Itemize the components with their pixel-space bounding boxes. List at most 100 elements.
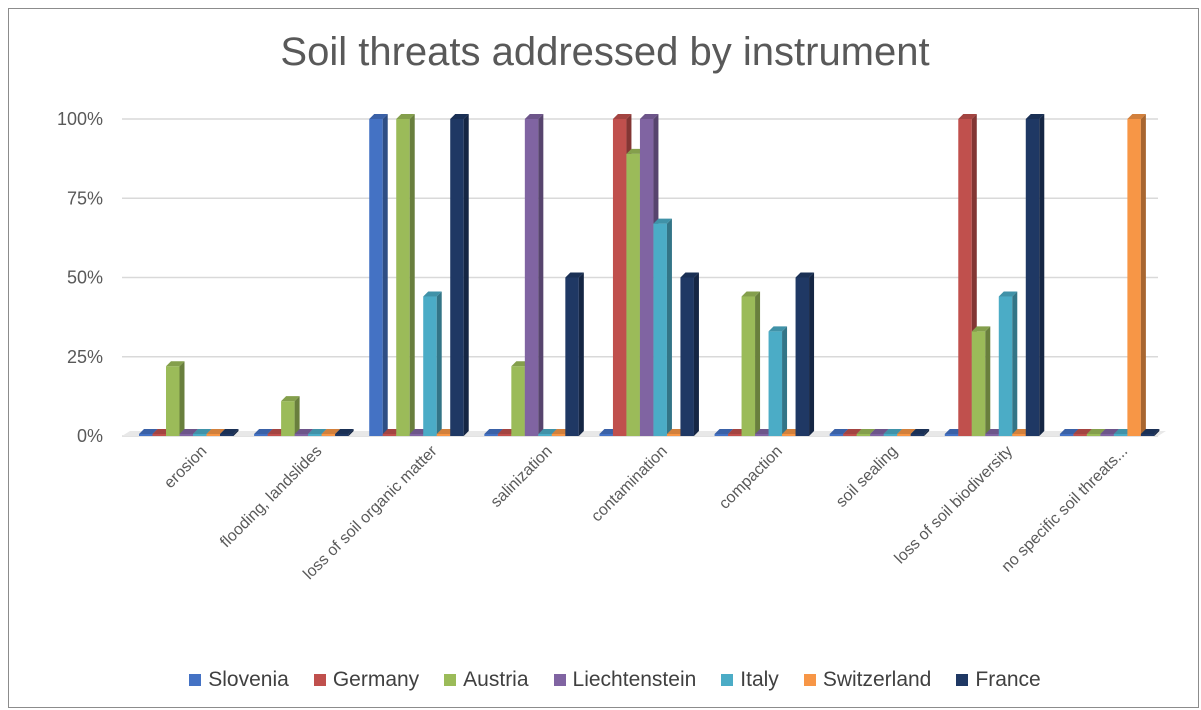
bar-top — [883, 429, 903, 434]
bar-front — [206, 434, 220, 436]
bar-front — [254, 434, 268, 436]
bar-front — [829, 434, 844, 436]
bar-front — [166, 366, 180, 436]
bar-top — [538, 429, 557, 434]
bar-side — [578, 272, 584, 436]
bar-top — [1140, 429, 1160, 434]
bar-top — [484, 429, 503, 434]
bar-front — [680, 277, 694, 436]
bar — [369, 114, 388, 436]
bar-front — [782, 434, 796, 436]
bar-side — [463, 114, 469, 436]
x-tick-label: loss of soil biodiversity — [892, 443, 1017, 568]
bar — [768, 326, 788, 436]
bar-front — [843, 434, 857, 436]
bar-top — [423, 291, 442, 297]
bar — [1140, 429, 1160, 436]
bar-front — [436, 434, 451, 436]
legend-swatch — [553, 674, 566, 686]
bar-front — [870, 434, 884, 436]
y-tick-label: 100% — [57, 109, 103, 129]
bar — [971, 326, 991, 436]
bar-top — [1086, 429, 1106, 434]
bar-top — [1127, 114, 1146, 119]
bar-front — [653, 223, 667, 436]
bar-front — [484, 434, 498, 436]
bar-top — [829, 429, 849, 434]
bar-front — [1127, 119, 1141, 436]
bar-front — [639, 119, 654, 436]
bar-front — [741, 296, 756, 436]
bar-front — [666, 434, 681, 436]
bar-side — [233, 429, 239, 436]
bar-front — [308, 434, 322, 436]
bar-top — [714, 429, 734, 434]
bar-top — [1100, 429, 1119, 434]
bar-front — [538, 434, 552, 436]
bar-front — [409, 434, 424, 436]
legend-label: Germany — [332, 668, 420, 691]
bar-front — [139, 434, 153, 436]
x-tick-label: no specific soil threats... — [999, 443, 1132, 576]
bar — [450, 114, 469, 436]
bar-top — [653, 218, 672, 224]
bar-front — [626, 153, 640, 436]
bar — [396, 114, 415, 436]
bar-top — [308, 429, 327, 434]
bar-top — [220, 429, 239, 434]
bar-side — [436, 291, 442, 436]
bar — [1025, 114, 1045, 436]
bar-front — [396, 119, 410, 436]
bar — [524, 114, 544, 436]
bar-front — [267, 434, 282, 436]
bar — [565, 272, 584, 436]
bar-side — [179, 361, 185, 436]
legend-item: Switzerland — [803, 668, 931, 692]
bar-front — [1025, 119, 1040, 436]
legend-item: Italy — [721, 668, 779, 692]
bar-top — [680, 272, 699, 278]
bar-side — [924, 429, 930, 436]
x-tick-label: compaction — [716, 443, 786, 513]
bar-top — [450, 114, 469, 119]
bar-top — [565, 272, 584, 278]
bar-front — [423, 296, 437, 436]
y-tick-label: 75% — [67, 188, 103, 208]
bar-front — [944, 434, 959, 436]
bar-top — [166, 361, 185, 367]
bar-front — [382, 434, 397, 436]
legend-label: Slovenia — [208, 668, 289, 691]
bar-front — [1059, 434, 1074, 436]
bar-top — [856, 429, 876, 434]
legend-item: Slovenia — [189, 668, 289, 692]
bar-top — [958, 114, 977, 119]
bar — [423, 291, 442, 436]
bar — [166, 361, 185, 436]
legend-swatch — [189, 674, 202, 686]
bar-front — [998, 296, 1013, 436]
bar-front — [985, 434, 999, 436]
bar-front — [193, 434, 207, 436]
bar-front — [565, 277, 579, 436]
legend-label: Italy — [740, 668, 779, 691]
bar-front — [1086, 434, 1101, 436]
chart-legend: Slovenia Germany Austria Liechtenstein Italy… — [0, 668, 1201, 692]
bar-top — [254, 429, 273, 434]
bar-top — [335, 429, 354, 434]
x-tick-label: salinization — [488, 443, 556, 511]
bar-front — [612, 119, 627, 436]
legend-swatch — [313, 674, 326, 686]
bar-top — [294, 429, 314, 434]
x-tick-label: loss of soil organic matter — [300, 442, 441, 583]
x-tick-label: flooding, landslides — [217, 443, 325, 551]
bar — [220, 429, 239, 436]
bar-side — [348, 429, 354, 436]
bar-top — [971, 326, 991, 332]
bar-front — [714, 434, 729, 436]
bar — [653, 218, 672, 436]
bar-front — [551, 434, 566, 436]
bar-front — [1100, 434, 1114, 436]
legend-item: France — [956, 668, 1041, 692]
bar-top — [639, 114, 659, 119]
